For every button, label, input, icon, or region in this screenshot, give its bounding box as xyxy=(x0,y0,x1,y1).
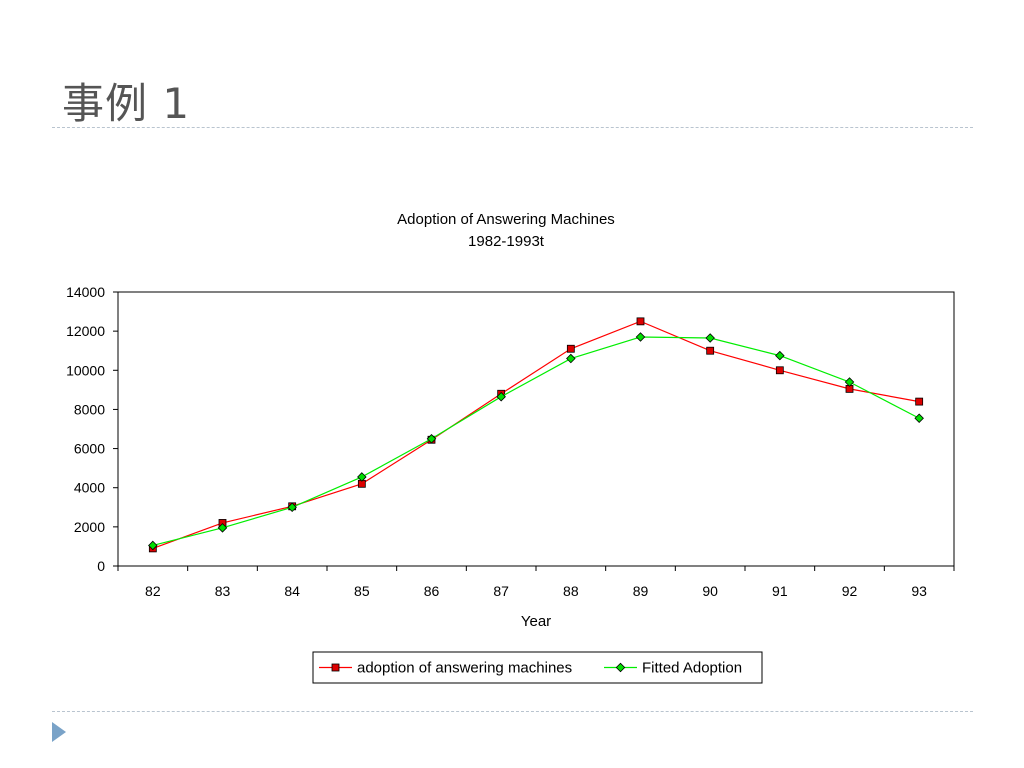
data-point-0-7 xyxy=(636,317,645,326)
x-tick-label: 83 xyxy=(215,583,231,599)
x-tick-label: 88 xyxy=(563,583,579,599)
y-tick-label: 4000 xyxy=(74,480,105,496)
y-tick-label: 6000 xyxy=(74,441,105,457)
data-point-1-7 xyxy=(635,332,646,342)
x-tick-label: 90 xyxy=(702,583,718,599)
legend-item-0: adoption of answering machines xyxy=(319,660,572,677)
data-point-0-6 xyxy=(566,344,575,353)
x-tick-label: 86 xyxy=(424,583,440,599)
legend-label-1: Fitted Adoption xyxy=(642,660,742,677)
x-tick-label: 84 xyxy=(284,583,300,599)
legend-item-1: Fitted Adoption xyxy=(604,660,742,677)
data-point-1-2 xyxy=(287,502,297,513)
legend-label-0: adoption of answering machines xyxy=(357,660,572,677)
legend-marker-0 xyxy=(331,663,340,672)
series-1 xyxy=(148,332,924,551)
data-point-1-0 xyxy=(148,540,158,551)
data-point-1-3 xyxy=(357,472,367,482)
axes: 0 2000 4000 6000 8000 10000 12000 14000 82 83 84 85… xyxy=(66,284,955,599)
x-axis-label: Year xyxy=(521,613,551,630)
data-point-1-8 xyxy=(705,333,715,343)
data-point-1-10 xyxy=(844,377,855,387)
chart-title: Adoption of Answering Machines xyxy=(397,211,615,228)
y-tick-label: 0 xyxy=(97,558,105,574)
data-point-1-11 xyxy=(914,413,924,424)
footer-divider xyxy=(52,711,973,712)
y-tick-label: 12000 xyxy=(66,323,105,339)
plot-area xyxy=(117,291,955,567)
title-divider xyxy=(52,127,973,128)
triangle-right-icon[interactable] xyxy=(52,722,66,742)
data-point-1-6 xyxy=(566,353,576,364)
y-tick-label: 10000 xyxy=(66,362,105,378)
x-tick-label: 93 xyxy=(911,583,927,599)
slide-title: 事例 1 xyxy=(62,79,191,128)
x-tick-label: 85 xyxy=(354,583,370,599)
x-tick-label: 89 xyxy=(633,583,649,599)
series-line-0 xyxy=(152,320,920,549)
data-point-1-5 xyxy=(496,391,506,402)
y-tick-label: 14000 xyxy=(66,284,105,300)
data-point-0-9 xyxy=(775,366,784,375)
x-tick-label: 91 xyxy=(772,583,788,599)
x-tick-label: 82 xyxy=(145,583,161,599)
x-tick-label: 92 xyxy=(842,583,858,599)
y-tick-label: 2000 xyxy=(74,519,105,535)
data-point-0-8 xyxy=(706,346,715,355)
data-point-1-1 xyxy=(217,523,228,533)
series-layer xyxy=(148,317,924,553)
data-point-0-11 xyxy=(915,397,924,406)
data-point-1-9 xyxy=(775,350,785,361)
legend-marker-1 xyxy=(615,662,626,673)
y-tick-label: 8000 xyxy=(74,401,105,417)
legend: adoption of answering machines Fitted Ado… xyxy=(312,651,763,684)
legend-box xyxy=(312,651,763,684)
data-point-1-4 xyxy=(426,434,437,444)
series-line-1 xyxy=(152,336,920,547)
x-tick-label: 87 xyxy=(493,583,509,599)
chart-subtitle: 1982-1993t xyxy=(468,233,545,250)
